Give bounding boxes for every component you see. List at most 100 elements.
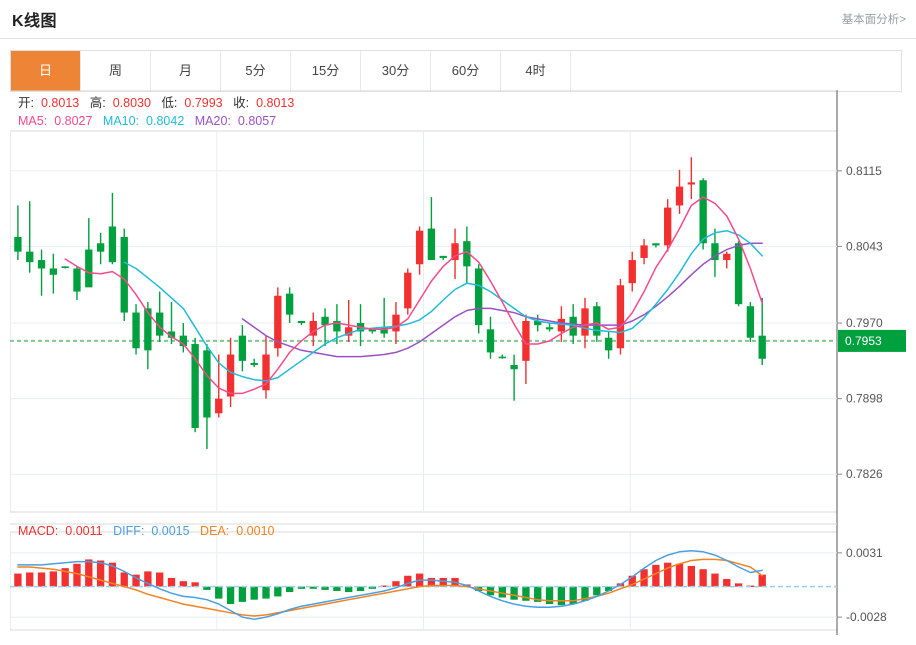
- macd-bar: [215, 586, 223, 599]
- current-price-badge: [838, 329, 906, 352]
- macd-bar: [274, 586, 282, 597]
- low-label: 低:: [161, 96, 178, 110]
- candle-body: [37, 260, 46, 269]
- macd-bar: [285, 586, 294, 593]
- price-axis-label-3: 0.7898: [846, 392, 883, 406]
- dea-label: DEA:: [200, 524, 230, 538]
- macd-bar: [581, 586, 589, 601]
- candle-body: [345, 327, 353, 336]
- macd-bar: [108, 562, 117, 587]
- macd-axis-label-0: 0.0031: [846, 546, 883, 560]
- macd-bar: [723, 579, 731, 587]
- candle-body: [156, 312, 164, 336]
- candle-body: [226, 354, 235, 397]
- candle-body: [215, 398, 223, 414]
- macd-bar: [120, 572, 128, 587]
- price-axis-label-2: 0.7970: [846, 316, 883, 330]
- candle-body: [285, 293, 294, 315]
- macd-bar: [664, 562, 672, 587]
- candle-body: [486, 329, 495, 353]
- macd-bar: [652, 564, 660, 587]
- candle-body: [699, 180, 707, 244]
- chart-area: 开: 0.8013 高: 0.8030 低: 0.7993 收: 0.8013 MA5:…: [10, 90, 906, 635]
- macd-bar: [85, 559, 93, 587]
- candle-body: [61, 266, 69, 268]
- candle-body: [333, 320, 341, 332]
- current-price-badge-text: 0.7953: [845, 334, 882, 348]
- candle-body: [85, 249, 93, 288]
- tabs-filler: [571, 51, 901, 91]
- kline-legend: 开: 0.8013 高: 0.8030 低: 0.7993 收: 0.8013 MA5:…: [18, 94, 301, 130]
- macd-bar: [569, 586, 577, 605]
- macd-bar: [238, 586, 247, 602]
- high-value: 0.8030: [112, 96, 151, 110]
- price-axis-label-1: 0.8043: [846, 239, 883, 253]
- candle-body: [581, 308, 589, 336]
- high-label: 高:: [89, 96, 106, 110]
- macd-bar: [427, 577, 436, 587]
- macd-bar: [368, 586, 376, 589]
- ma10-value: 0.8042: [146, 114, 185, 128]
- macd-bar: [675, 563, 684, 587]
- tab-2[interactable]: 月: [151, 51, 221, 91]
- macd-bar: [262, 586, 270, 599]
- tab-4[interactable]: 15分: [291, 51, 361, 91]
- macd-value: 0.0011: [65, 524, 103, 538]
- candle-body: [144, 308, 152, 351]
- macd-bar: [404, 575, 412, 587]
- candle-body: [522, 320, 530, 361]
- candle-body: [191, 344, 199, 429]
- candle-body: [368, 329, 376, 332]
- price-and-macd-chart[interactable]: 0.8115 0.8043 0.7970 0.7898 0.7826 0.7953 0.00…: [10, 90, 906, 635]
- page-title: K线图: [12, 13, 58, 30]
- candle-body: [297, 320, 306, 324]
- tab-6[interactable]: 60分: [431, 51, 501, 91]
- macd-bar: [297, 586, 306, 589]
- tab-7[interactable]: 4时: [501, 51, 571, 91]
- macd-bar: [640, 569, 648, 587]
- macd-bar: [734, 583, 743, 587]
- macd-bar: [96, 560, 105, 587]
- candle-body: [262, 354, 270, 391]
- candle-body: [545, 327, 554, 330]
- fundamental-analysis-link[interactable]: 基本面分析>: [841, 14, 906, 26]
- candle-body: [238, 335, 247, 361]
- candle-body: [167, 331, 176, 338]
- macd-bar: [545, 586, 554, 605]
- candle-body: [179, 335, 187, 347]
- candle-body: [108, 226, 117, 263]
- macd-bar: [356, 586, 365, 591]
- macd-bar: [14, 573, 22, 587]
- macd-bar: [687, 565, 695, 587]
- candle-body: [711, 243, 719, 261]
- macd-bar: [557, 586, 566, 606]
- ma20-value: 0.8057: [237, 114, 277, 128]
- candle-body: [746, 306, 755, 338]
- macd-bar: [510, 586, 518, 600]
- ma10-line: [123, 229, 763, 382]
- macd-bar: [333, 586, 341, 591]
- macd-bar: [191, 582, 199, 587]
- tab-5[interactable]: 30分: [361, 51, 431, 91]
- tab-1[interactable]: 周: [81, 51, 151, 91]
- macd-bar: [49, 571, 58, 587]
- macd-bar: [380, 585, 388, 588]
- macd-bar: [321, 586, 329, 590]
- tab-3[interactable]: 5分: [221, 51, 291, 91]
- macd-axis-label-1: -0.0028: [846, 610, 887, 624]
- macd-bar: [711, 573, 719, 587]
- macd-bar: [250, 586, 258, 600]
- open-label: 开:: [18, 96, 34, 110]
- macd-bar: [132, 574, 140, 587]
- macd-bar: [26, 572, 34, 587]
- diff-label: DIFF:: [113, 524, 145, 538]
- candle-body: [640, 245, 648, 258]
- header-divider: [0, 38, 916, 39]
- low-value: 0.7993: [184, 96, 223, 110]
- macd-bar: [167, 577, 176, 587]
- macd-bar: [73, 563, 81, 587]
- ma20-line: [241, 242, 763, 358]
- macd-bar: [156, 572, 164, 587]
- tab-0[interactable]: 日: [11, 51, 81, 91]
- candle-body: [96, 243, 105, 252]
